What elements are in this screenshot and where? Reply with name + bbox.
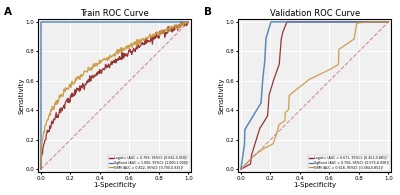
- Y-axis label: Sensitivity: Sensitivity: [18, 77, 24, 114]
- Y-axis label: Sensitivity: Sensitivity: [218, 77, 224, 114]
- X-axis label: 1-Specificity: 1-Specificity: [293, 182, 336, 188]
- Legend: Logistic (AUC = 0.671, 95%CI: [0.452,0.881]), XgBoost (AUC = 0.756, 95%CI: [0.57: Logistic (AUC = 0.671, 95%CI: [0.452,0.8…: [308, 155, 390, 171]
- X-axis label: 1-Specificity: 1-Specificity: [93, 182, 136, 188]
- Title: Validation ROC Curve: Validation ROC Curve: [270, 9, 360, 18]
- Title: Train ROC Curve: Train ROC Curve: [80, 9, 149, 18]
- Legend: Logistic (AUC = 0.769, 95%CI: [0.661,0.918]), XgBoost (AUC = 1.000, 95%CI: [1.00: Logistic (AUC = 0.769, 95%CI: [0.661,0.9…: [108, 155, 190, 171]
- Text: A: A: [4, 7, 12, 17]
- Text: B: B: [204, 7, 212, 17]
